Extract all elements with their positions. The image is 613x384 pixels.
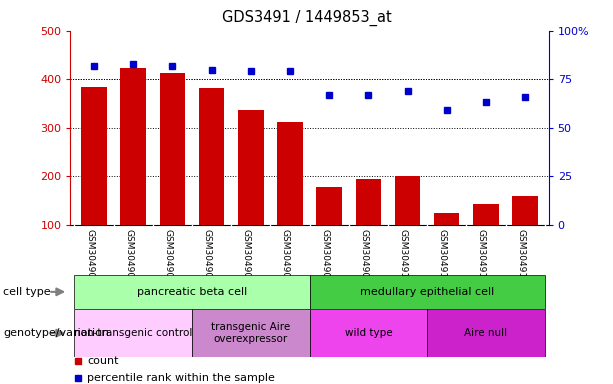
Bar — [74, 275, 310, 309]
Text: GSM304903: GSM304903 — [124, 228, 133, 283]
Bar — [356, 179, 381, 225]
Text: GSM304910: GSM304910 — [398, 228, 408, 283]
Bar — [310, 275, 545, 309]
Bar — [199, 88, 224, 225]
Text: genotype/variation: genotype/variation — [3, 328, 109, 338]
Bar — [310, 309, 427, 357]
Bar — [434, 212, 460, 225]
Text: medullary epithelial cell: medullary epithelial cell — [360, 287, 494, 297]
Bar — [395, 176, 421, 225]
Bar — [512, 195, 538, 225]
Text: wild type: wild type — [345, 328, 392, 338]
Text: GSM304908: GSM304908 — [320, 228, 329, 283]
Text: Aire null: Aire null — [465, 328, 508, 338]
Bar — [427, 309, 545, 357]
Text: percentile rank within the sample: percentile rank within the sample — [87, 373, 275, 383]
Text: GSM304906: GSM304906 — [242, 228, 251, 283]
Text: GSM304902: GSM304902 — [85, 228, 94, 283]
Text: GSM304909: GSM304909 — [359, 228, 368, 283]
Bar — [238, 110, 264, 225]
Text: GSM304905: GSM304905 — [202, 228, 211, 283]
Text: count: count — [87, 356, 119, 366]
Bar — [159, 73, 185, 225]
Text: GSM304913: GSM304913 — [516, 228, 525, 283]
Bar — [82, 88, 107, 225]
Text: pancreatic beta cell: pancreatic beta cell — [137, 287, 247, 297]
Text: GSM304912: GSM304912 — [477, 228, 486, 283]
Text: cell type: cell type — [3, 287, 51, 297]
Text: non-transgenic control: non-transgenic control — [74, 328, 192, 338]
Text: GSM304911: GSM304911 — [438, 228, 447, 283]
Bar — [192, 309, 310, 357]
Bar — [316, 187, 342, 225]
Text: GDS3491 / 1449853_at: GDS3491 / 1449853_at — [222, 10, 391, 26]
Text: transgenic Aire
overexpressor: transgenic Aire overexpressor — [211, 322, 291, 344]
Text: GSM304907: GSM304907 — [281, 228, 290, 283]
Bar — [277, 122, 303, 225]
Bar — [121, 68, 146, 225]
Bar — [473, 204, 498, 225]
Text: GSM304904: GSM304904 — [164, 228, 172, 283]
Bar — [74, 309, 192, 357]
